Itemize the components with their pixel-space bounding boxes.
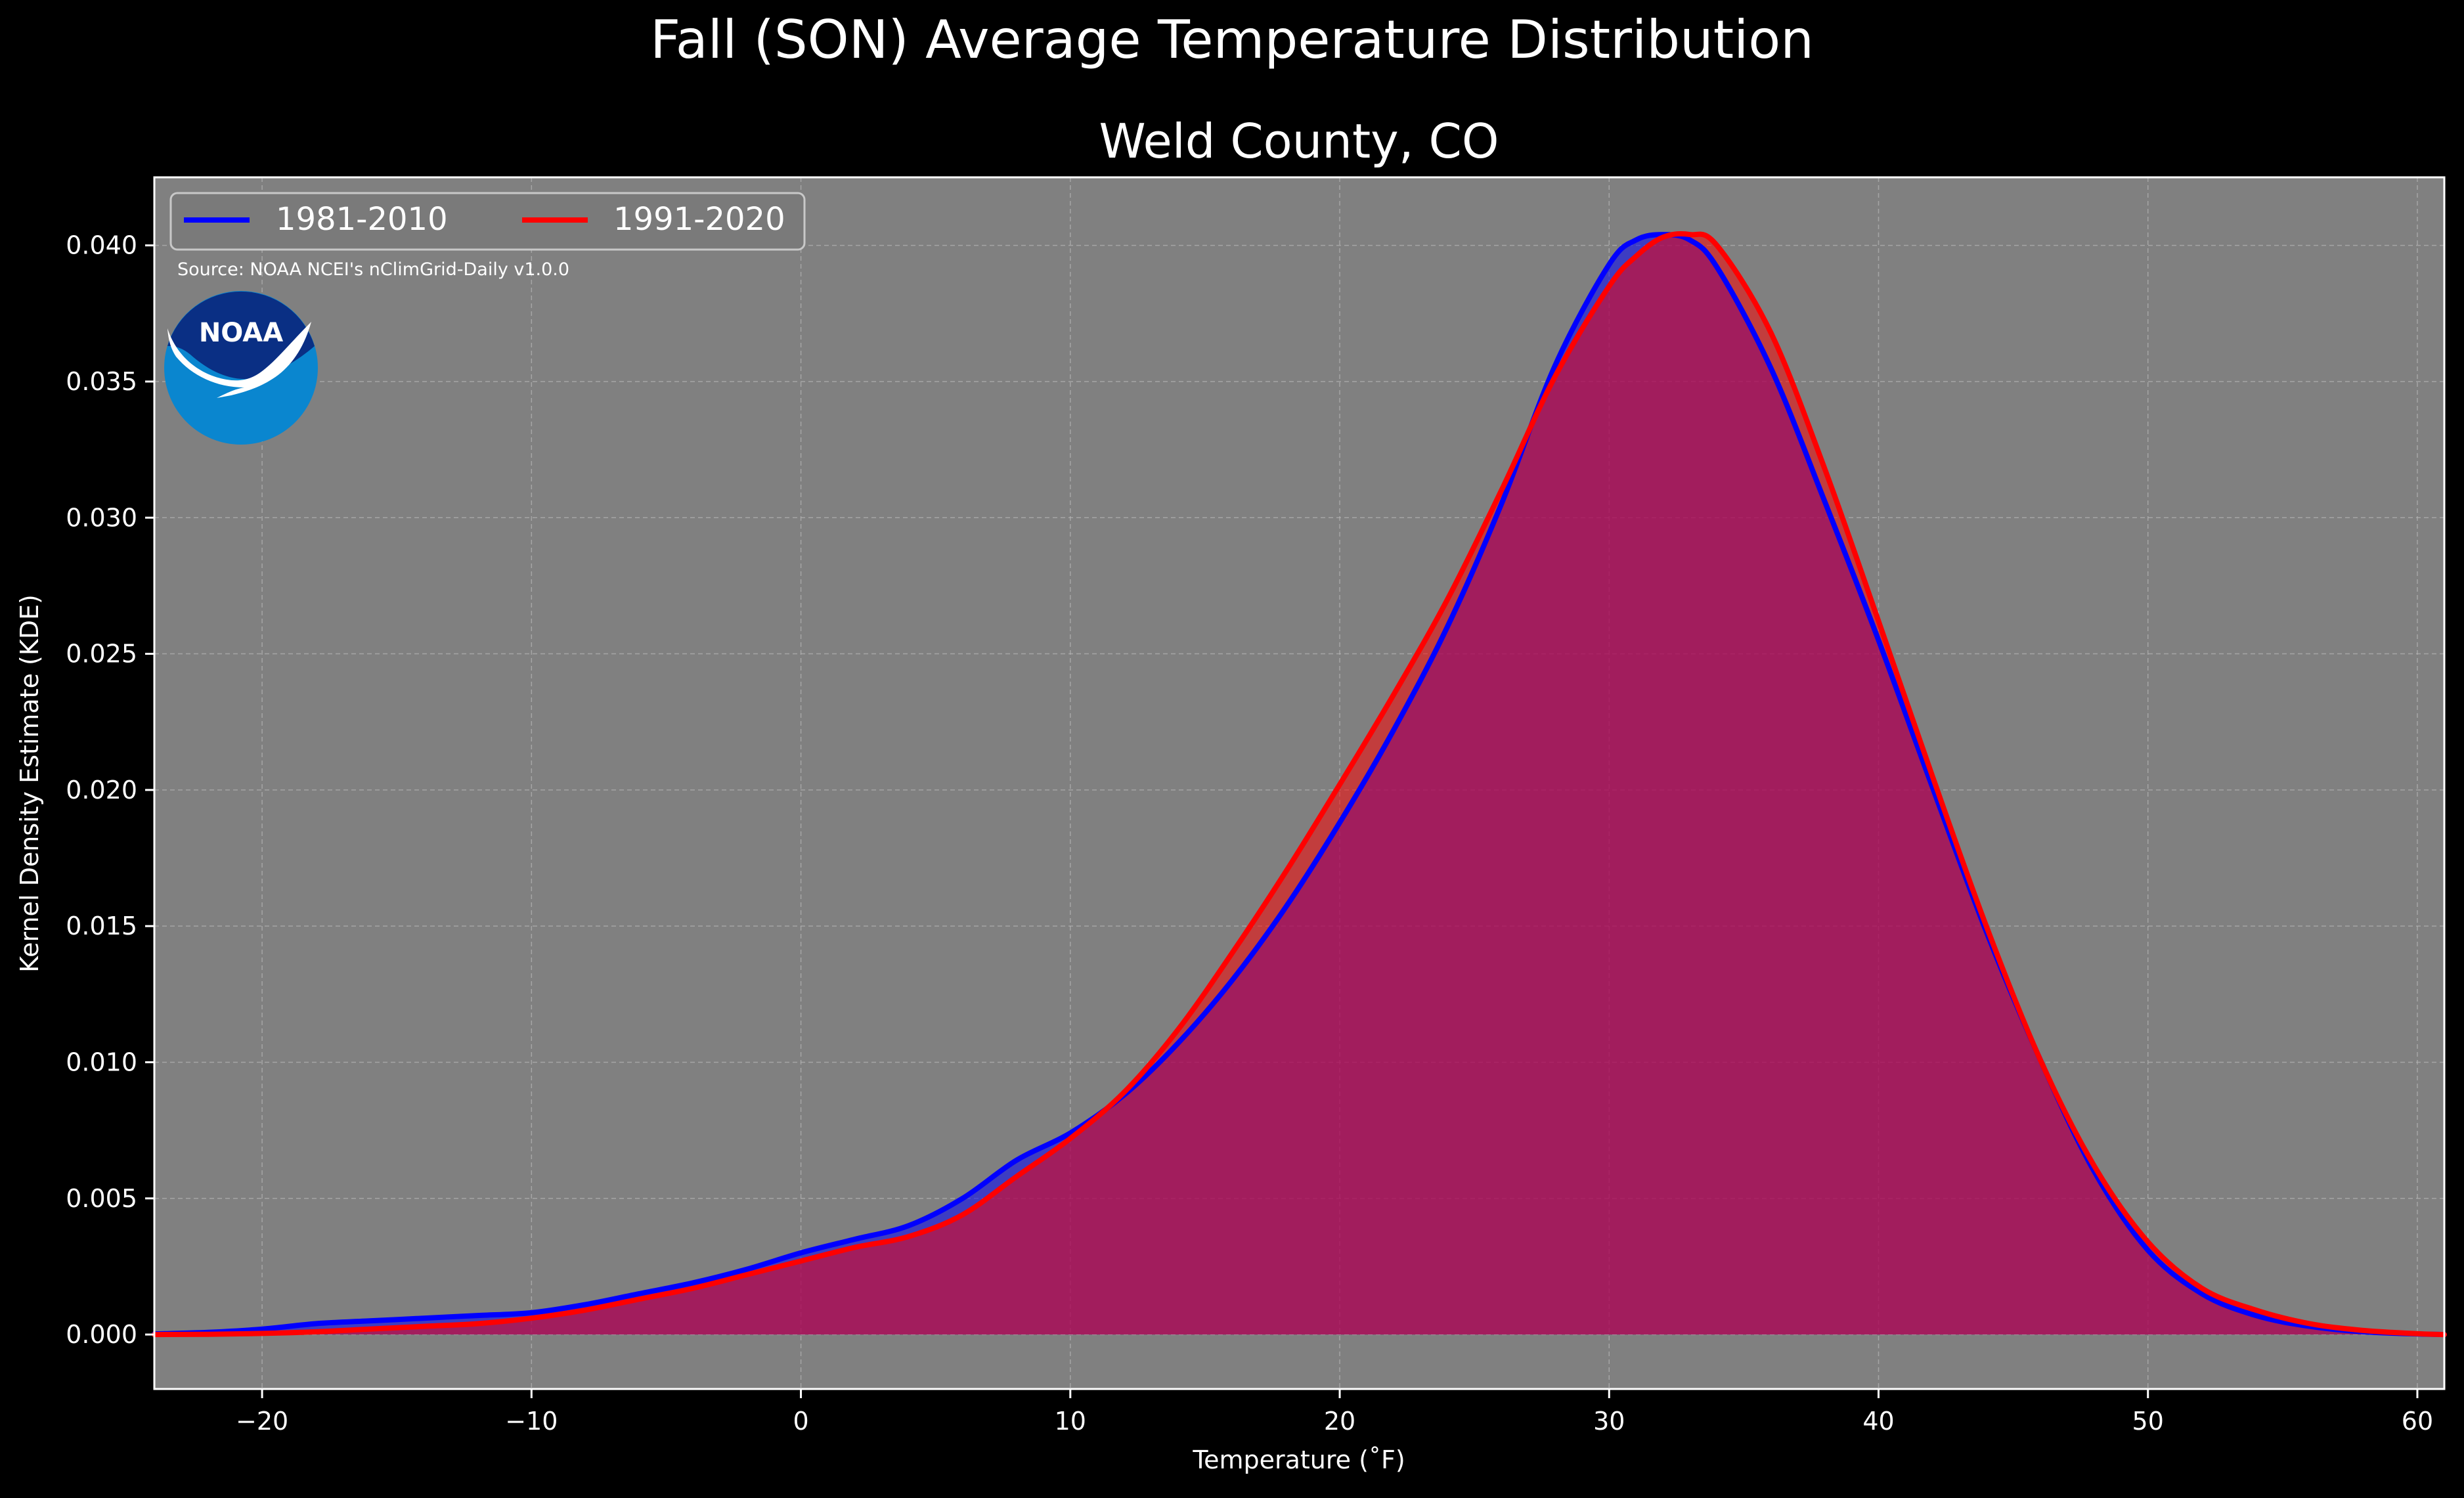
y-tick-label: 0.005 bbox=[66, 1184, 137, 1213]
y-axis: 0.000 0.005 0.010 0.015 0.020 0.025 0.030 0.035… bbox=[66, 231, 154, 1349]
x-axis-label: Temperature (˚F) bbox=[1192, 1445, 1405, 1474]
line-1991-2020 bbox=[152, 231, 2447, 1338]
legend: 1981-2010 1991-2020 bbox=[169, 192, 806, 251]
legend-box bbox=[169, 192, 806, 251]
legend-label-1991-2020: 1991-2020 bbox=[613, 201, 785, 238]
y-tick-label: 0.020 bbox=[66, 776, 137, 804]
y-tick-label: 0.025 bbox=[66, 640, 137, 669]
y-tick-label: 0.010 bbox=[66, 1047, 137, 1076]
y-tick-label: 0.000 bbox=[66, 1320, 137, 1349]
x-tick-label: 50 bbox=[2132, 1407, 2164, 1436]
x-tick-label: 0 bbox=[793, 1407, 808, 1436]
x-tick-label: 20 bbox=[1324, 1407, 1355, 1436]
plot-frame bbox=[153, 176, 2446, 1390]
line-layer bbox=[152, 231, 2447, 1338]
y-tick-label: 0.030 bbox=[66, 503, 137, 532]
plot-area bbox=[152, 176, 2447, 1390]
x-axis: −20 −10 0 10 20 30 40 50 60 bbox=[236, 1389, 2433, 1436]
y-axis-label: Kernel Density Estimate (KDE) bbox=[15, 594, 44, 973]
x-tick-label: 10 bbox=[1055, 1407, 1086, 1436]
y-tick-label: 0.015 bbox=[66, 912, 137, 940]
area-layer bbox=[154, 234, 2444, 1335]
x-tick-label: 60 bbox=[2402, 1407, 2433, 1436]
x-tick-label: −20 bbox=[236, 1407, 288, 1436]
x-tick-label: 30 bbox=[1593, 1407, 1625, 1436]
x-tick-label: 40 bbox=[1862, 1407, 1894, 1436]
area-1991-2020 bbox=[154, 234, 2444, 1335]
legend-label-1981-2010: 1981-2010 bbox=[276, 201, 448, 238]
noaa-logo-gull-icon bbox=[167, 322, 311, 398]
chart-title: Weld County, CO bbox=[1099, 114, 1499, 169]
noaa-logo: NOAA bbox=[164, 291, 318, 445]
y-tick-label: 0.035 bbox=[66, 367, 137, 396]
figure-suptitle: Fall (SON) Average Temperature Distribut… bbox=[650, 9, 1814, 70]
noaa-logo-text: NOAA bbox=[199, 318, 283, 348]
x-tick-label: −10 bbox=[505, 1407, 558, 1436]
y-tick-label: 0.040 bbox=[66, 231, 137, 260]
source-note: Source: NOAA NCEI's nClimGrid-Daily v1.0… bbox=[177, 259, 569, 280]
